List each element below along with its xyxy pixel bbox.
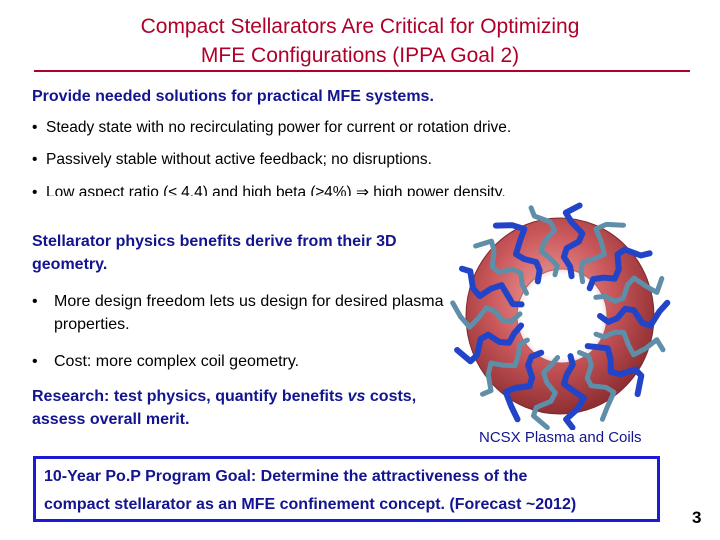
coil-winding <box>502 349 545 423</box>
list-item: • Cost: more complex coil geometry. <box>32 350 452 373</box>
coil-winding <box>578 221 626 285</box>
coil-winding <box>528 205 560 278</box>
title-line-2: MFE Configurations (IPPA Goal 2) <box>200 44 520 67</box>
coil-winding <box>459 265 525 308</box>
figure-caption: NCSX Plasma and Coils <box>479 429 642 446</box>
list-item: • Steady state with no recirculating powe… <box>32 119 511 151</box>
coil-winding <box>586 246 653 292</box>
bullet-icon: • <box>32 293 38 310</box>
coil-winding <box>454 322 525 365</box>
title-line-1: Compact Stellarators Are Critical for Op… <box>140 15 580 38</box>
coil-winding <box>597 299 671 329</box>
research-text-1: Research: test physics, quantify benefit… <box>32 388 348 405</box>
research-vs: vs <box>347 388 366 405</box>
title-underline <box>34 70 690 72</box>
coil-winding <box>480 337 530 397</box>
mid-bullet-list: • More design freedom lets us design for … <box>32 290 452 387</box>
bullet-text: Steady state with no recirculating power… <box>46 119 512 136</box>
list-item: • Passively stable without active feedbac… <box>32 151 511 183</box>
page-number: 3 <box>692 508 702 527</box>
physics-heading: Stellarator physics benefits derive from… <box>32 233 397 273</box>
coil-winding <box>576 349 617 422</box>
research-statement: Research: test physics, quantify benefit… <box>32 385 432 431</box>
research-text-2: costs, assess overall merit. <box>32 388 417 428</box>
bullet-icon: • <box>32 119 38 136</box>
coil-winding <box>561 353 587 430</box>
goal-box: 10-Year Po.P Program Goal: Determine the… <box>33 456 660 522</box>
coil-winding <box>473 238 529 296</box>
slide-title: Compact Stellarators Are Critical for Op… <box>0 12 720 70</box>
coil-winding <box>492 222 543 285</box>
coil-winding <box>593 275 665 304</box>
goal-line-2: compact stellarator as an MFE confinemen… <box>44 496 577 513</box>
coil-winding <box>560 202 586 280</box>
coil-winding <box>531 355 561 430</box>
list-item: • More design freedom lets us design for … <box>32 290 452 336</box>
coil-winding <box>593 329 666 358</box>
bullet-text: Cost: more complex coil geometry. <box>54 353 300 370</box>
bullet-icon: • <box>32 353 38 370</box>
bullet-icon: • <box>32 184 38 201</box>
subhead: Provide needed solutions for practical M… <box>32 88 434 105</box>
ncsx-plasma-coils-image <box>450 202 671 430</box>
text-crop-mask <box>0 196 720 206</box>
coil-winding <box>450 300 523 330</box>
bullet-icon: • <box>32 151 38 168</box>
goal-line-1: 10-Year Po.P Program Goal: Determine the… <box>44 468 528 485</box>
bullet-text: More design freedom lets us design for d… <box>54 293 444 333</box>
coil-set <box>450 202 671 430</box>
bullet-text: Passively stable without active feedback… <box>46 151 432 168</box>
coil-winding <box>584 343 645 398</box>
